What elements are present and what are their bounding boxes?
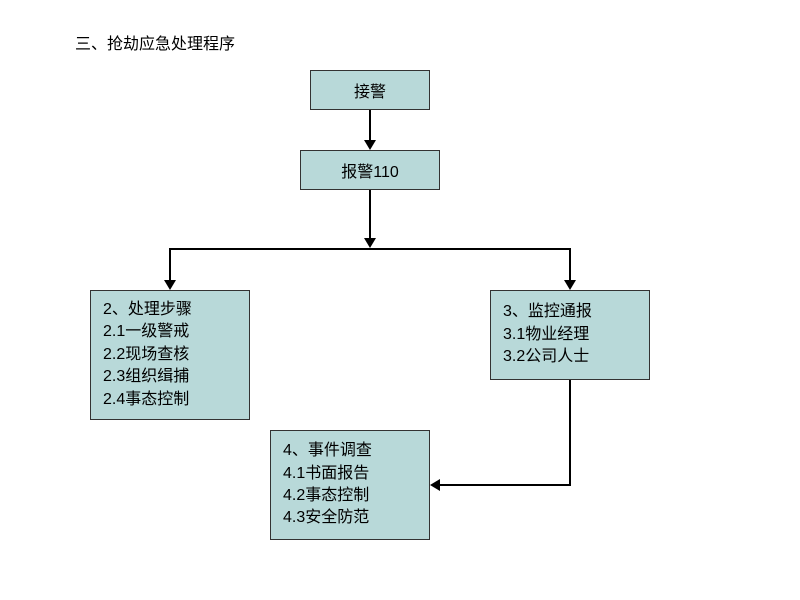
node-receive-alert: 接警 xyxy=(310,70,430,110)
node-label: 报警110 xyxy=(341,158,399,182)
node-call-110: 报警110 xyxy=(300,150,440,190)
node-investigation: 4、事件调查 4.1书面报告 4.2事态控制 4.3安全防范 xyxy=(270,430,430,540)
node-process-steps: 2、处理步骤 2.1一级警戒 2.2现场查核 2.3组织缉捕 2.4事态控制 xyxy=(90,290,250,420)
page-title: 三、抢劫应急处理程序 xyxy=(75,30,235,54)
arrow-icon xyxy=(364,140,376,150)
arrow-icon xyxy=(430,479,440,491)
node-monitor-report: 3、监控通报 3.1物业经理 3.2公司人士 xyxy=(490,290,650,380)
arrow-icon xyxy=(564,280,576,290)
edge-line xyxy=(569,248,571,280)
edge-line xyxy=(440,484,571,486)
arrow-icon xyxy=(364,238,376,248)
edge-line xyxy=(569,380,571,485)
node-label: 4、事件调查 4.1书面报告 4.2事态控制 4.3安全防范 xyxy=(283,440,372,530)
edge-line xyxy=(169,248,171,280)
edge-line xyxy=(369,190,371,240)
arrow-icon xyxy=(164,280,176,290)
node-label: 2、处理步骤 2.1一级警戒 2.2现场查核 2.3组织缉捕 2.4事态控制 xyxy=(103,299,192,411)
edge-line xyxy=(169,248,571,250)
edge-line xyxy=(369,110,371,140)
node-label: 接警 xyxy=(354,78,386,102)
node-label: 3、监控通报 3.1物业经理 3.2公司人士 xyxy=(503,301,592,368)
